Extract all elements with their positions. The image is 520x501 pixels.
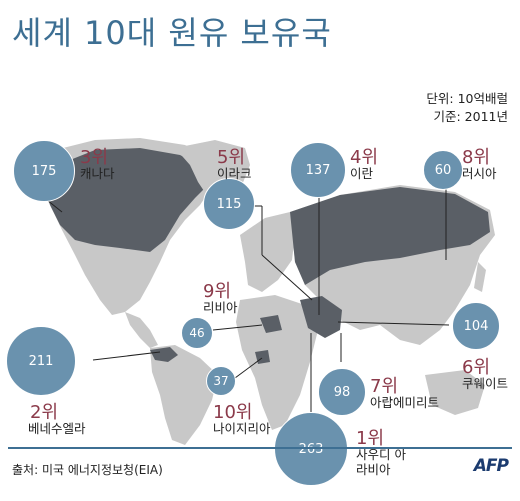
page-title: 세계 10대 원유 보유국: [12, 14, 332, 52]
libya-name: 리비아: [203, 300, 238, 315]
nigeria-name: 나이지리아: [213, 421, 271, 436]
venezuela-highlight: [150, 347, 178, 362]
uae-name: 아랍에미리트: [370, 395, 440, 410]
iran-rank: 4위: [350, 147, 379, 168]
venezuela-name: 베네수엘라: [28, 421, 86, 436]
japan-land: [474, 262, 486, 292]
source-note: 출처: 미국 에너지정보청(EIA): [12, 463, 163, 477]
kuwait-name: 쿠웨이트: [462, 376, 509, 391]
afp-logo: AFP: [473, 456, 509, 476]
saudi-arabia-name: 사우디 아라비아: [356, 447, 406, 477]
nigeria-rank: 10위: [213, 402, 253, 423]
central-america-land: [125, 312, 158, 348]
iraq-rank: 5위: [217, 147, 246, 168]
middle-east-highlight: [300, 296, 342, 338]
russia-highlight: [290, 187, 490, 285]
kuwait-bubble: 104: [452, 302, 500, 350]
venezuela-bubble: 211: [6, 326, 76, 396]
libya-highlight: [260, 315, 282, 333]
libya-rank: 9위: [203, 281, 232, 302]
saudi-arabia-bubble: 263: [274, 412, 348, 486]
uae-bubble: 98: [318, 368, 366, 416]
unit-label: 단위: 10억배럴: [426, 91, 508, 106]
nigeria-bubble: 37: [206, 366, 236, 396]
canada-rank: 3위: [80, 147, 109, 168]
canada-name: 캐나다: [80, 166, 115, 181]
russia-bubble: 60: [423, 150, 463, 190]
libya-bubble: 46: [181, 317, 213, 349]
footer-divider: [8, 447, 512, 449]
iran-name: 이란: [350, 166, 374, 181]
saudi-arabia-rank: 1위: [356, 428, 385, 449]
canada-highlight: [45, 148, 208, 252]
iraq-name: 이라크: [217, 166, 252, 181]
australia-land: [425, 370, 485, 415]
canada-bubble: 175: [13, 140, 75, 202]
iraq-bubble: 115: [203, 178, 255, 230]
venezuela-rank: 2위: [30, 402, 59, 423]
uae-rank: 7위: [370, 376, 399, 397]
kuwait-rank: 6위: [462, 357, 491, 378]
leader-lines: [41, 189, 450, 412]
europe-land: [240, 212, 295, 292]
russia-name: 러시아: [462, 166, 497, 181]
russia-rank: 8위: [462, 147, 491, 168]
base-year-label: 기준: 2011년: [433, 109, 509, 124]
africa-land: [236, 295, 318, 430]
iran-bubble: 137: [290, 142, 346, 198]
south-america-land: [150, 345, 218, 445]
